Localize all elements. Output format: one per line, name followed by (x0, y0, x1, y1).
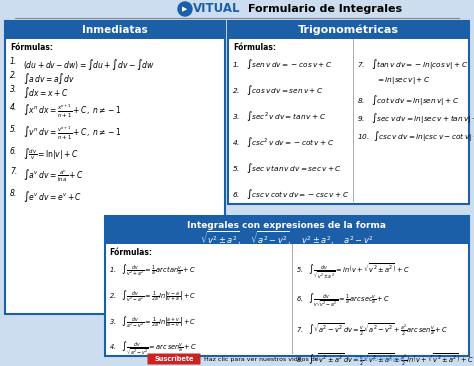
Text: 4.   $\int csc^2\,v\,dv = -cot\,v + C$: 4. $\int csc^2\,v\,dv = -cot\,v + C$ (232, 135, 334, 149)
Text: 8.   $\int cot\,v\,dv = ln|sen\,v| + C$: 8. $\int cot\,v\,dv = ln|sen\,v| + C$ (357, 93, 459, 107)
Bar (5, 21, 225, 314)
Text: Trigonométricas: Trigonométricas (298, 25, 399, 35)
Text: $\int e^v\,dv = e^v + C$: $\int e^v\,dv = e^v + C$ (23, 189, 82, 204)
Text: $(du + dv - dw) = \int du + \int dv - \int dw$: $(du + dv - dw) = \int du + \int dv - \i… (23, 57, 155, 72)
Text: $\int a^v\,dv = \frac{a^v}{\ln a} + C$: $\int a^v\,dv = \frac{a^v}{\ln a} + C$ (23, 167, 84, 184)
Text: 2.   $\int \frac{dv}{v^2-a^2} = \frac{1}{2a}ln\left|\frac{v-a}{v+a}\right| + C$: 2. $\int \frac{dv}{v^2-a^2} = \frac{1}{2… (109, 288, 197, 304)
Text: $\int dx = x + C$: $\int dx = x + C$ (23, 85, 69, 100)
FancyBboxPatch shape (147, 354, 201, 365)
Text: Fórmulas:: Fórmulas: (10, 43, 53, 52)
Text: 7.   $\int \sqrt{a^2-v^2}\,dv = \frac{v}{2}\sqrt{a^2-v^2} + \frac{a^2}{2}arc\,se: 7. $\int \sqrt{a^2-v^2}\,dv = \frac{v}{2… (296, 322, 448, 338)
Bar (105, 216, 469, 244)
Text: 6.   $\int \frac{dv}{v\sqrt{v^2-a^2}} = \frac{1}{a}arc\,sec\frac{v}{a} + C$: 6. $\int \frac{dv}{v\sqrt{v^2-a^2}} = \f… (296, 292, 391, 310)
Bar (0, 0, 474, 18)
Text: 5.: 5. (10, 125, 17, 134)
Text: Suscríbete: Suscríbete (154, 356, 194, 362)
Text: $\int \frac{dv}{v} = \ln|v| + C$: $\int \frac{dv}{v} = \ln|v| + C$ (23, 147, 79, 163)
Bar (228, 21, 469, 204)
Text: 4.: 4. (10, 103, 17, 112)
Text: Formulario de Integrales: Formulario de Integrales (248, 4, 402, 14)
Text: Cálculo Integral: Cálculo Integral (355, 356, 405, 362)
Text: Inmediatas: Inmediatas (82, 25, 148, 35)
Text: 1.   $\int \frac{dv}{v^2+a^2} = \frac{1}{a}arc\,tan\frac{v}{a} + C$: 1. $\int \frac{dv}{v^2+a^2} = \frac{1}{a… (109, 262, 196, 278)
Text: 1.: 1. (10, 57, 17, 66)
Text: 3.   $\int sec^2\,v\,dv = tan\,v + C$: 3. $\int sec^2\,v\,dv = tan\,v + C$ (232, 109, 327, 123)
Text: 7.: 7. (10, 167, 17, 176)
Text: $\sqrt{v^2 \pm a^2}$,    $\sqrt{a^2 - v^2}$,    $v^2 \pm a^2$,    $a^2 - v^2$: $\sqrt{v^2 \pm a^2}$, $\sqrt{a^2 - v^2}$… (200, 229, 374, 247)
Text: Fórmulas:: Fórmulas: (109, 248, 152, 257)
Text: 5.   $\int sec\,v\,tan\,v\,dv = sec\,v + C$: 5. $\int sec\,v\,tan\,v\,dv = sec\,v + C… (232, 161, 342, 175)
Text: 9.   $\int sec\,v\,dv = ln|sec\,v + tan\,v| + C$: 9. $\int sec\,v\,dv = ln|sec\,v + tan\,v… (357, 111, 474, 125)
Text: 1.   $\int sen\,v\,dv = -cos\,v + C$: 1. $\int sen\,v\,dv = -cos\,v + C$ (232, 57, 333, 71)
Text: 4.   $\int \frac{dv}{\sqrt{a^2-v^2}} = arc\,sen\frac{v}{a} + C$: 4. $\int \frac{dv}{\sqrt{a^2-v^2}} = arc… (109, 340, 197, 358)
Text: 2.: 2. (10, 71, 17, 80)
Text: 6.: 6. (10, 147, 17, 156)
Text: Fórmulas:: Fórmulas: (233, 43, 276, 52)
Text: $\int x^n\,dx = \frac{x^{n+1}}{n+1} + C, \; n \neq -1$: $\int x^n\,dx = \frac{x^{n+1}}{n+1} + C,… (23, 103, 122, 120)
Text: 3.   $\int \frac{dv}{a^2-v^2} = \frac{1}{2a}ln\left|\frac{a+v}{a-v}\right| + C$: 3. $\int \frac{dv}{a^2-v^2} = \frac{1}{2… (109, 314, 197, 330)
Text: ▶: ▶ (182, 6, 188, 12)
Text: $\int a\,dv = a\int dv$: $\int a\,dv = a\int dv$ (23, 71, 75, 86)
Bar (105, 216, 469, 356)
Text: 5.   $\int \frac{dv}{\sqrt{v^2 \pm a^2}} = ln\left(v + \sqrt{v^2 \pm a^2}\right): 5. $\int \frac{dv}{\sqrt{v^2 \pm a^2}} =… (296, 262, 410, 281)
Text: 3.: 3. (10, 85, 17, 94)
Text: $\int v^n\,dv = \frac{v^{n+1}}{n+1} + C, \; n \neq -1$: $\int v^n\,dv = \frac{v^{n+1}}{n+1} + C,… (23, 125, 122, 142)
Text: Haz clic para ver nuestros videos de: Haz clic para ver nuestros videos de (204, 356, 319, 362)
Circle shape (178, 2, 192, 16)
Text: 6.   $\int csc\,v\,cot\,v\,dv = -csc\,v + C$: 6. $\int csc\,v\,cot\,v\,dv = -csc\,v + … (232, 187, 349, 201)
Bar (228, 21, 469, 39)
Text: $= ln|sec\,v| + C$: $= ln|sec\,v| + C$ (357, 75, 431, 86)
Text: 7.   $\int tan\,v\,dv = -ln|cos\,v| + C$: 7. $\int tan\,v\,dv = -ln|cos\,v| + C$ (357, 57, 468, 71)
Text: 8.   $\int \sqrt{v^2 \pm a^2}\,dv = \frac{v}{2}\sqrt{v^2\pm a^2} \pm \frac{a^2}{: 8. $\int \sqrt{v^2 \pm a^2}\,dv = \frac{… (296, 352, 474, 366)
Text: Integrales con expresiones de la forma: Integrales con expresiones de la forma (188, 221, 386, 231)
Text: 8.: 8. (10, 189, 17, 198)
Text: 2.   $\int cos\,v\,dv = sen\,v + C$: 2. $\int cos\,v\,dv = sen\,v + C$ (232, 83, 324, 97)
Text: 10.  $\int csc\,v\,dv = ln|csc\,v - cot\,v| + C$: 10. $\int csc\,v\,dv = ln|csc\,v - cot\,… (357, 129, 474, 143)
Text: VITUAL: VITUAL (193, 3, 240, 15)
Bar (5, 21, 225, 39)
